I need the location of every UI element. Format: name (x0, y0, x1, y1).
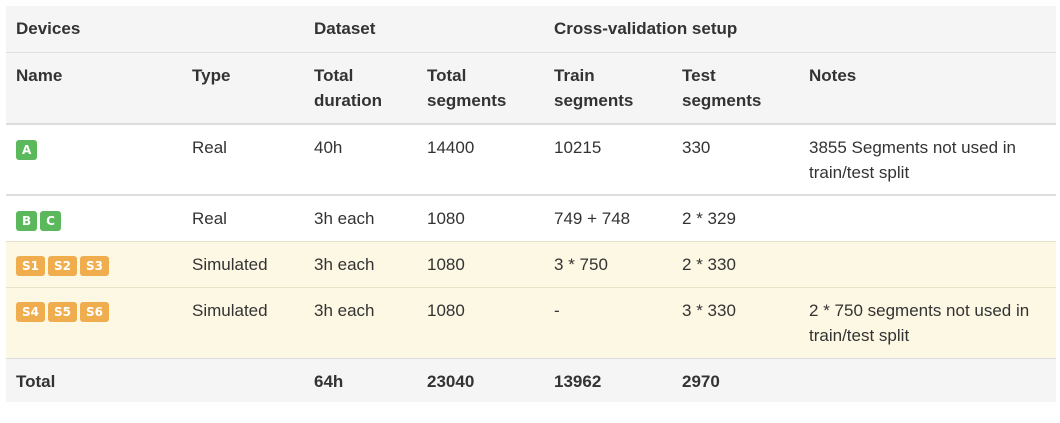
device-type-cell: Real (192, 138, 227, 157)
total-label: Total (16, 371, 56, 391)
train-segments-cell: - (554, 300, 560, 320)
device-name-cell: S1 S2 S3 (6, 241, 182, 287)
column-header-total-duration: Total duration (314, 65, 382, 110)
total-test-segments-value: 2970 (682, 371, 720, 391)
total-notes-cell (799, 358, 1056, 402)
train-segments-cell: 749 + 748 (554, 209, 631, 228)
column-header-notes: Notes (809, 65, 857, 85)
notes-cell (799, 241, 1056, 287)
column-header-name: Name (16, 65, 63, 85)
total-segments-cell: 1080 (427, 209, 465, 228)
total-duration-cell: 3h each (314, 254, 375, 274)
group-header-row: Devices Dataset Cross-validation setup (6, 6, 1057, 52)
total-segments-cell: 1080 (427, 300, 465, 320)
group-header-dataset: Dataset (314, 19, 376, 38)
total-segments-cell: 14400 (427, 138, 475, 157)
column-header-test-segments: Test segments (682, 65, 762, 110)
device-badge-b: B (16, 210, 38, 231)
total-segments-cell: 1080 (427, 254, 465, 274)
test-segments-cell: 3 * 330 (682, 300, 736, 320)
group-header-cross-validation: Cross-validation setup (554, 19, 738, 38)
test-segments-cell: 2 * 329 (682, 209, 736, 228)
test-segments-cell: 2 * 330 (682, 254, 736, 274)
device-dataset-table: Devices Dataset Cross-validation setup N… (6, 6, 1057, 402)
device-badge-s5: S5 (48, 302, 77, 323)
total-row: Total 64h 23040 13962 2970 (6, 358, 1057, 402)
train-segments-cell: 3 * 750 (554, 254, 608, 274)
table-row: S4 S5 S6 Simulated 3h each 1080 - 3 * 330 … (6, 287, 1057, 358)
device-type-cell: Simulated (192, 300, 268, 320)
table-row: S1 S2 S3 Simulated 3h each 1080 3 * 750 2 … (6, 241, 1057, 287)
total-segments-value: 23040 (427, 371, 475, 391)
device-badge-s3: S3 (80, 256, 109, 277)
device-name-cell: S4 S5 S6 (6, 287, 182, 358)
column-header-total-segments: Total segments (427, 65, 507, 110)
device-badge-s6: S6 (80, 302, 109, 323)
device-type-cell: Simulated (192, 254, 268, 274)
device-dataset-table-container: Devices Dataset Cross-validation setup N… (6, 6, 1057, 402)
device-badge-s2: S2 (48, 256, 77, 277)
total-duration-cell: 40h (314, 138, 343, 157)
device-badge-a: A (16, 139, 38, 160)
column-header-type: Type (192, 65, 231, 85)
device-badge-s4: S4 (16, 302, 45, 323)
notes-cell: 2 * 750 segments not used in train/test … (809, 300, 1030, 345)
train-segments-cell: 10215 (554, 138, 602, 157)
total-duration-cell: 3h each (314, 209, 375, 228)
total-type-cell (182, 358, 304, 402)
device-badge-c: C (40, 210, 61, 231)
column-header-row: Name Type Total duration Total segments … (6, 52, 1057, 124)
notes-cell: 3855 Segments not used in train/test spl… (809, 138, 1016, 182)
device-badge-s1: S1 (16, 256, 45, 277)
table-row: A Real 40h 14400 10215 330 3855 Segments… (6, 124, 1057, 195)
total-train-segments-value: 13962 (554, 371, 602, 391)
test-segments-cell: 330 (682, 138, 711, 157)
total-duration-cell: 3h each (314, 300, 375, 320)
device-name-cell: A (6, 124, 182, 195)
notes-cell (799, 195, 1056, 241)
total-duration-value: 64h (314, 371, 344, 391)
device-type-cell: Real (192, 209, 227, 228)
group-header-devices: Devices (16, 19, 81, 38)
column-header-train-segments: Train segments (554, 65, 634, 110)
